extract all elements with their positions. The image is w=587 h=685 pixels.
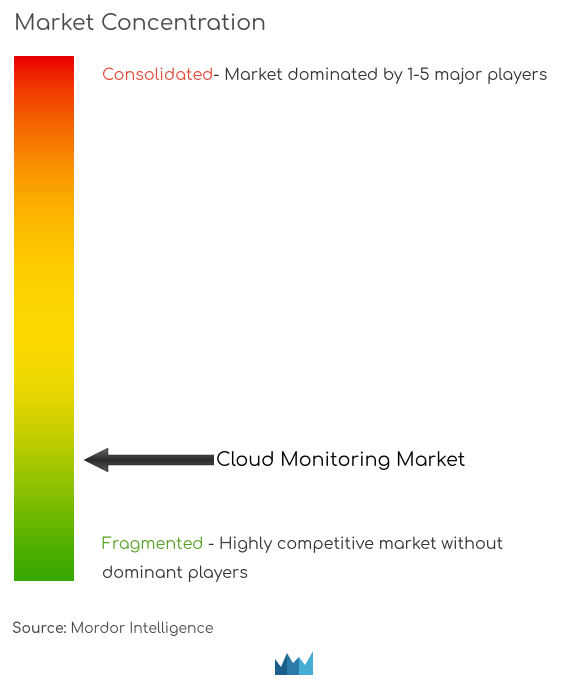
concentration-gradient-bar [14, 56, 74, 581]
market-pointer-label: Cloud Monitoring Market [216, 450, 465, 471]
source-attribution: Source: Mordor Intelligence [12, 622, 213, 637]
market-pointer: Cloud Monitoring Market [84, 446, 465, 474]
consolidated-description: - Market dominated by 1-5 major players [213, 66, 547, 84]
arrow-left-icon [84, 446, 214, 474]
fragmented-label: Fragmented - Highly competitive market w… [102, 530, 577, 588]
concentration-diagram: Consolidated- Market dominated by 1-5 ma… [10, 56, 577, 606]
consolidated-label: Consolidated- Market dominated by 1-5 ma… [102, 64, 547, 86]
consolidated-highlight: Consolidated [102, 66, 213, 84]
fragmented-highlight: Fragmented [102, 535, 203, 553]
mordor-logo-icon [273, 649, 315, 677]
source-label: Source: [12, 622, 66, 637]
page-title: Market Concentration [14, 12, 577, 36]
source-value: Mordor Intelligence [70, 622, 213, 637]
